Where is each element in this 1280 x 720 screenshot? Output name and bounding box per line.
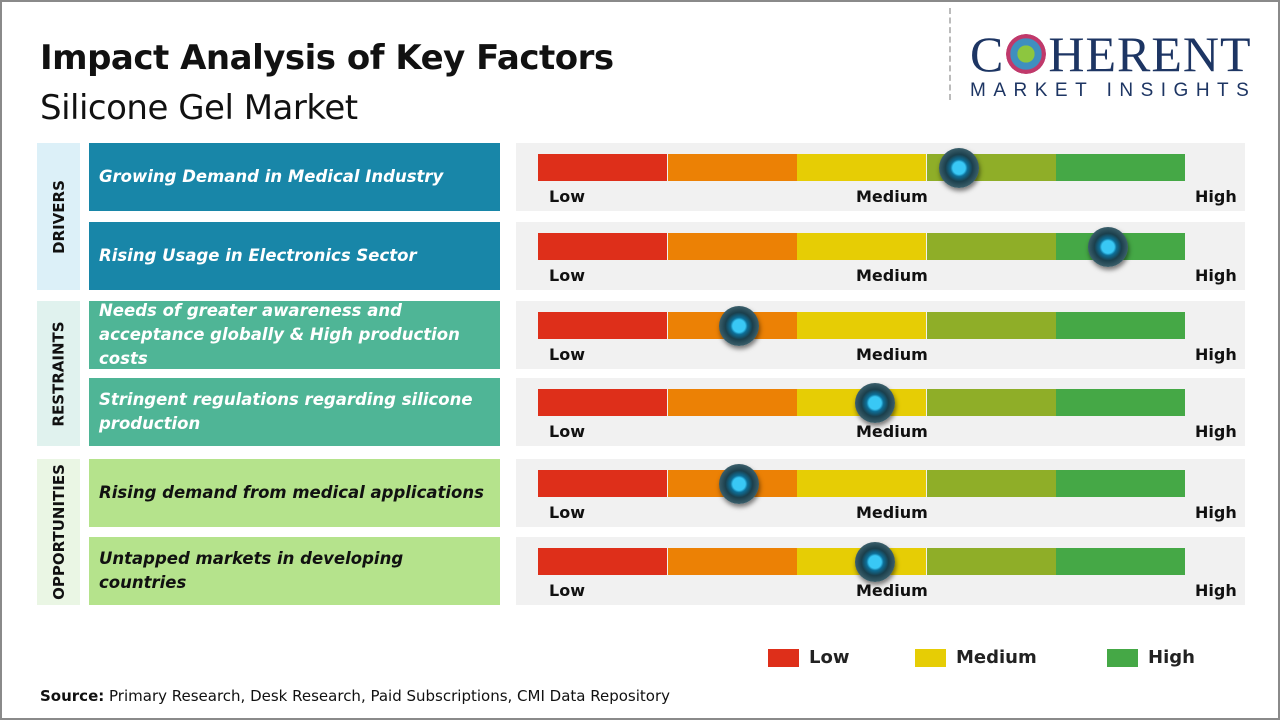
scale-medium: Medium xyxy=(856,345,928,364)
legend-label: Low xyxy=(809,647,850,668)
scale-medium: Medium xyxy=(856,503,928,522)
coherent-logo: C HERENT MARKET INSIGHTS xyxy=(970,26,1260,102)
factor-label: Needs of greater awareness and acceptanc… xyxy=(89,301,500,369)
impact-gauge: Low Medium High xyxy=(516,143,1245,211)
scale-low: Low xyxy=(549,503,585,522)
gauge-segment xyxy=(1056,389,1186,416)
scale-medium: Medium xyxy=(856,266,928,285)
gauge-segment xyxy=(926,312,1056,339)
legend-low: Low xyxy=(768,647,849,668)
factor-label: Stringent regulations regarding silicone… xyxy=(89,378,500,446)
gauge-segment xyxy=(538,312,667,339)
scale-low: Low xyxy=(549,581,585,600)
category-opportunities: OPPORTUNITIES xyxy=(37,459,80,605)
impact-gauge: Low Medium High xyxy=(516,537,1245,605)
scale-medium: Medium xyxy=(856,581,928,600)
impact-indicator-knob xyxy=(939,148,980,188)
legend-label: High xyxy=(1148,647,1195,668)
gauge-segment xyxy=(797,154,927,181)
gauge-segment xyxy=(1056,312,1186,339)
category-label: RESTRAINTS xyxy=(49,320,68,427)
gauge-segment xyxy=(926,233,1056,260)
scale-medium: Medium xyxy=(856,187,928,206)
scale-high: High xyxy=(1195,345,1237,364)
legend-swatch xyxy=(1107,648,1138,667)
gauge-segment xyxy=(538,233,667,260)
divider xyxy=(949,8,951,100)
scale-low: Low xyxy=(549,422,585,441)
legend-label: Medium xyxy=(956,647,1037,668)
category-label: DRIVERS xyxy=(49,179,68,254)
gauge-segment xyxy=(926,548,1056,575)
impact-indicator-knob xyxy=(1088,227,1129,267)
gauge-segment xyxy=(797,470,927,497)
impact-indicator-knob xyxy=(854,542,895,582)
impact-gauge: Low Medium High xyxy=(516,459,1245,527)
scale-high: High xyxy=(1195,266,1237,285)
gauge-segment xyxy=(538,389,667,416)
scale-high: High xyxy=(1195,422,1237,441)
gauge-segment xyxy=(1056,548,1186,575)
source-note: Source: Primary Research, Desk Research,… xyxy=(40,687,670,705)
gauge-segment xyxy=(1056,154,1186,181)
impact-indicator-knob xyxy=(718,464,759,504)
scale-high: High xyxy=(1195,581,1237,600)
scale-medium: Medium xyxy=(856,422,928,441)
gauge-segment xyxy=(538,548,667,575)
legend-high: High xyxy=(1107,647,1195,668)
scale-low: Low xyxy=(549,187,585,206)
impact-indicator-knob xyxy=(854,383,895,423)
logo-letter: C xyxy=(970,26,1005,82)
gauge-segment xyxy=(926,389,1056,416)
category-restraints: RESTRAINTS xyxy=(37,301,80,446)
gauge-segment xyxy=(667,548,797,575)
page-subtitle: Silicone Gel Market xyxy=(40,88,358,128)
legend-swatch xyxy=(915,648,946,667)
category-drivers: DRIVERS xyxy=(37,143,80,290)
page-title: Impact Analysis of Key Factors xyxy=(40,38,614,78)
scale-low: Low xyxy=(549,345,585,364)
scale-high: High xyxy=(1195,503,1237,522)
impact-gauge: Low Medium High xyxy=(516,222,1245,290)
impact-gauge: Low Medium High xyxy=(516,378,1245,446)
legend-swatch xyxy=(768,648,799,667)
logo-tagline: MARKET INSIGHTS xyxy=(970,80,1257,101)
scale-high: High xyxy=(1195,187,1237,206)
globe-icon xyxy=(1006,34,1047,74)
gauge-segment xyxy=(926,470,1056,497)
scale-low: Low xyxy=(549,266,585,285)
gauge-segment xyxy=(667,389,797,416)
gauge-segment xyxy=(538,470,667,497)
factor-label: Growing Demand in Medical Industry xyxy=(89,143,500,211)
legend-medium: Medium xyxy=(915,647,1037,668)
impact-indicator-knob xyxy=(718,306,759,346)
gauge-segment xyxy=(797,233,927,260)
category-label: OPPORTUNITIES xyxy=(49,464,68,600)
gauge-segment xyxy=(1056,470,1186,497)
impact-gauge: Low Medium High xyxy=(516,301,1245,369)
source-text: Primary Research, Desk Research, Paid Su… xyxy=(104,687,671,705)
gauge-segment xyxy=(538,154,667,181)
logo-word: HERENT xyxy=(1048,26,1252,82)
factor-label: Rising Usage in Electronics Sector xyxy=(89,222,500,290)
gauge-segment xyxy=(667,233,797,260)
gauge-segment xyxy=(797,312,927,339)
factor-label: Rising demand from medical applications xyxy=(89,459,500,527)
source-label: Source: xyxy=(40,687,105,705)
factor-label: Untapped markets in developing countries xyxy=(89,537,500,605)
gauge-segment xyxy=(667,154,797,181)
